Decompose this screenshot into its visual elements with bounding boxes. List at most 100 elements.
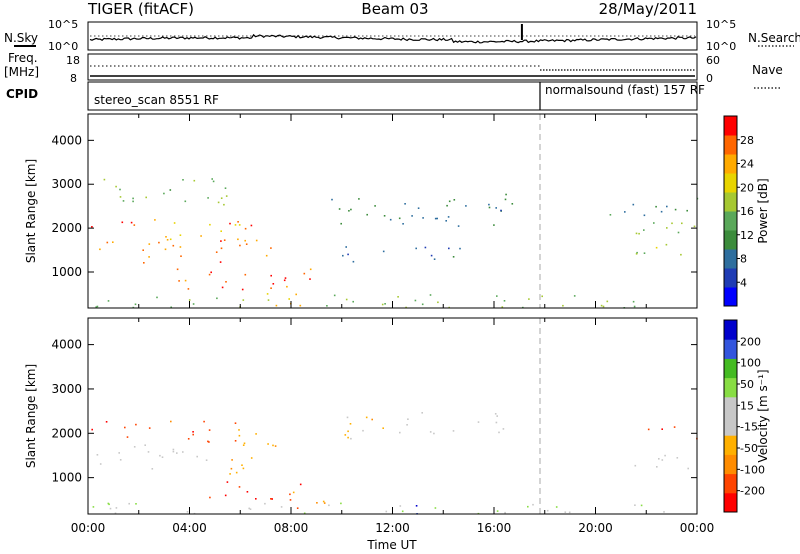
power-cell bbox=[122, 200, 125, 202]
velocity-cell bbox=[124, 426, 126, 429]
power-cell bbox=[165, 236, 167, 238]
velocity-yticks: 1000 2000 3000 4000 bbox=[51, 338, 697, 485]
velocity-colorbar-tick-label: 15 bbox=[740, 399, 754, 412]
velocity-cell bbox=[568, 511, 571, 514]
power-cell bbox=[453, 199, 456, 201]
power-cell bbox=[215, 251, 218, 253]
power-colorbar-tick-label: 8 bbox=[740, 253, 747, 266]
power-cell bbox=[188, 299, 191, 301]
velocity-cell bbox=[634, 464, 637, 467]
nave-tick-top: 60 bbox=[706, 54, 720, 67]
power-cell bbox=[121, 221, 124, 224]
velocity-cell bbox=[322, 500, 325, 503]
power-cell bbox=[415, 247, 417, 250]
power-cell bbox=[242, 299, 245, 301]
power-cell bbox=[655, 205, 657, 208]
nsearch-tick-bottom: 10^0 bbox=[706, 40, 736, 53]
velocity-cell bbox=[159, 454, 161, 457]
power-cell bbox=[345, 246, 347, 248]
power-cell bbox=[414, 299, 417, 302]
velocity-colorbar-swatch bbox=[724, 416, 737, 436]
freq-unit: [MHz] bbox=[4, 65, 39, 79]
power-cell bbox=[465, 205, 467, 207]
velocity-cell bbox=[274, 445, 277, 447]
velocity-plot-bg bbox=[88, 318, 697, 514]
power-cell bbox=[448, 247, 450, 250]
power-cell bbox=[96, 305, 99, 308]
power-cell bbox=[170, 306, 172, 309]
velocity-cell bbox=[385, 510, 388, 513]
power-colorbar-tick-label: 20 bbox=[740, 181, 754, 194]
power-cell bbox=[609, 214, 612, 216]
power-cell bbox=[606, 300, 609, 303]
power-cell bbox=[397, 296, 399, 298]
velocity-cell bbox=[238, 486, 241, 488]
power-ytick-label: 4000 bbox=[51, 133, 82, 147]
power-cell bbox=[112, 241, 114, 243]
velocity-colorbar-tick-label: 100 bbox=[740, 357, 761, 370]
velocity-cell bbox=[108, 503, 110, 506]
power-cell bbox=[224, 187, 227, 189]
power-cell bbox=[643, 214, 646, 217]
power-cell bbox=[398, 217, 401, 220]
velocity-colorbar-swatch bbox=[724, 454, 737, 475]
power-cell bbox=[212, 180, 215, 183]
power-cell bbox=[156, 296, 158, 299]
velocity-cell bbox=[99, 463, 102, 465]
velocity-cell bbox=[248, 507, 250, 510]
power-cell bbox=[178, 280, 180, 282]
velocity-cell bbox=[231, 459, 233, 461]
power-cell bbox=[288, 298, 290, 300]
power-cell bbox=[286, 285, 288, 288]
velocity-cell bbox=[105, 421, 108, 423]
power-cell bbox=[437, 301, 439, 304]
power-cell bbox=[148, 256, 150, 258]
velocity-colorbar-label: Velocity [m s⁻¹] bbox=[756, 369, 770, 462]
nave-label: Nave bbox=[752, 63, 783, 77]
power-cell bbox=[488, 203, 490, 206]
nsky-strip: N.Sky 10^5 10^0 10^5 10^0 N.Search bbox=[4, 18, 800, 53]
velocity-cell bbox=[264, 502, 266, 505]
power-cell bbox=[219, 261, 222, 263]
velocity-cell bbox=[192, 433, 194, 436]
power-cell bbox=[447, 216, 450, 218]
power-cell bbox=[239, 244, 241, 247]
velocity-cell bbox=[289, 493, 291, 496]
power-cell bbox=[350, 208, 352, 211]
power-cell bbox=[275, 304, 278, 307]
power-cell bbox=[643, 229, 645, 231]
power-cell bbox=[632, 300, 635, 303]
velocity-cell bbox=[399, 505, 402, 507]
power-cell bbox=[187, 288, 190, 290]
power-colorbar-tick-label: 16 bbox=[740, 205, 754, 218]
power-cell bbox=[345, 298, 348, 301]
velocity-cell bbox=[292, 491, 295, 494]
power-cell bbox=[635, 232, 638, 235]
power-cell bbox=[225, 195, 228, 197]
power-cell bbox=[383, 215, 386, 217]
power-cell bbox=[158, 241, 160, 244]
power-cell bbox=[295, 293, 297, 296]
power-cell bbox=[244, 273, 247, 276]
velocity-cell bbox=[371, 418, 373, 421]
power-cell bbox=[429, 294, 432, 296]
velocity-ytick-label: 2000 bbox=[51, 426, 82, 440]
velocity-cell bbox=[246, 491, 249, 493]
velocity-cell bbox=[280, 506, 283, 508]
cpid-strip: CPID stereo_scan 8551 RF normalsound (fa… bbox=[6, 81, 705, 111]
power-cell bbox=[686, 209, 688, 212]
power-cell bbox=[504, 198, 507, 201]
velocity-cell bbox=[192, 431, 194, 433]
freq-strip-frame bbox=[87, 53, 698, 81]
velocity-cell bbox=[118, 452, 120, 454]
power-cell bbox=[142, 249, 144, 251]
power-cell bbox=[681, 222, 683, 225]
velocity-cell bbox=[347, 430, 349, 433]
power-cell bbox=[132, 197, 134, 200]
velocity-cell bbox=[147, 451, 150, 453]
power-cell bbox=[501, 306, 504, 308]
power-cell bbox=[303, 272, 306, 275]
power-cell bbox=[404, 203, 406, 205]
power-colorbar-tick-label: 12 bbox=[740, 229, 754, 242]
power-cell bbox=[134, 303, 137, 306]
